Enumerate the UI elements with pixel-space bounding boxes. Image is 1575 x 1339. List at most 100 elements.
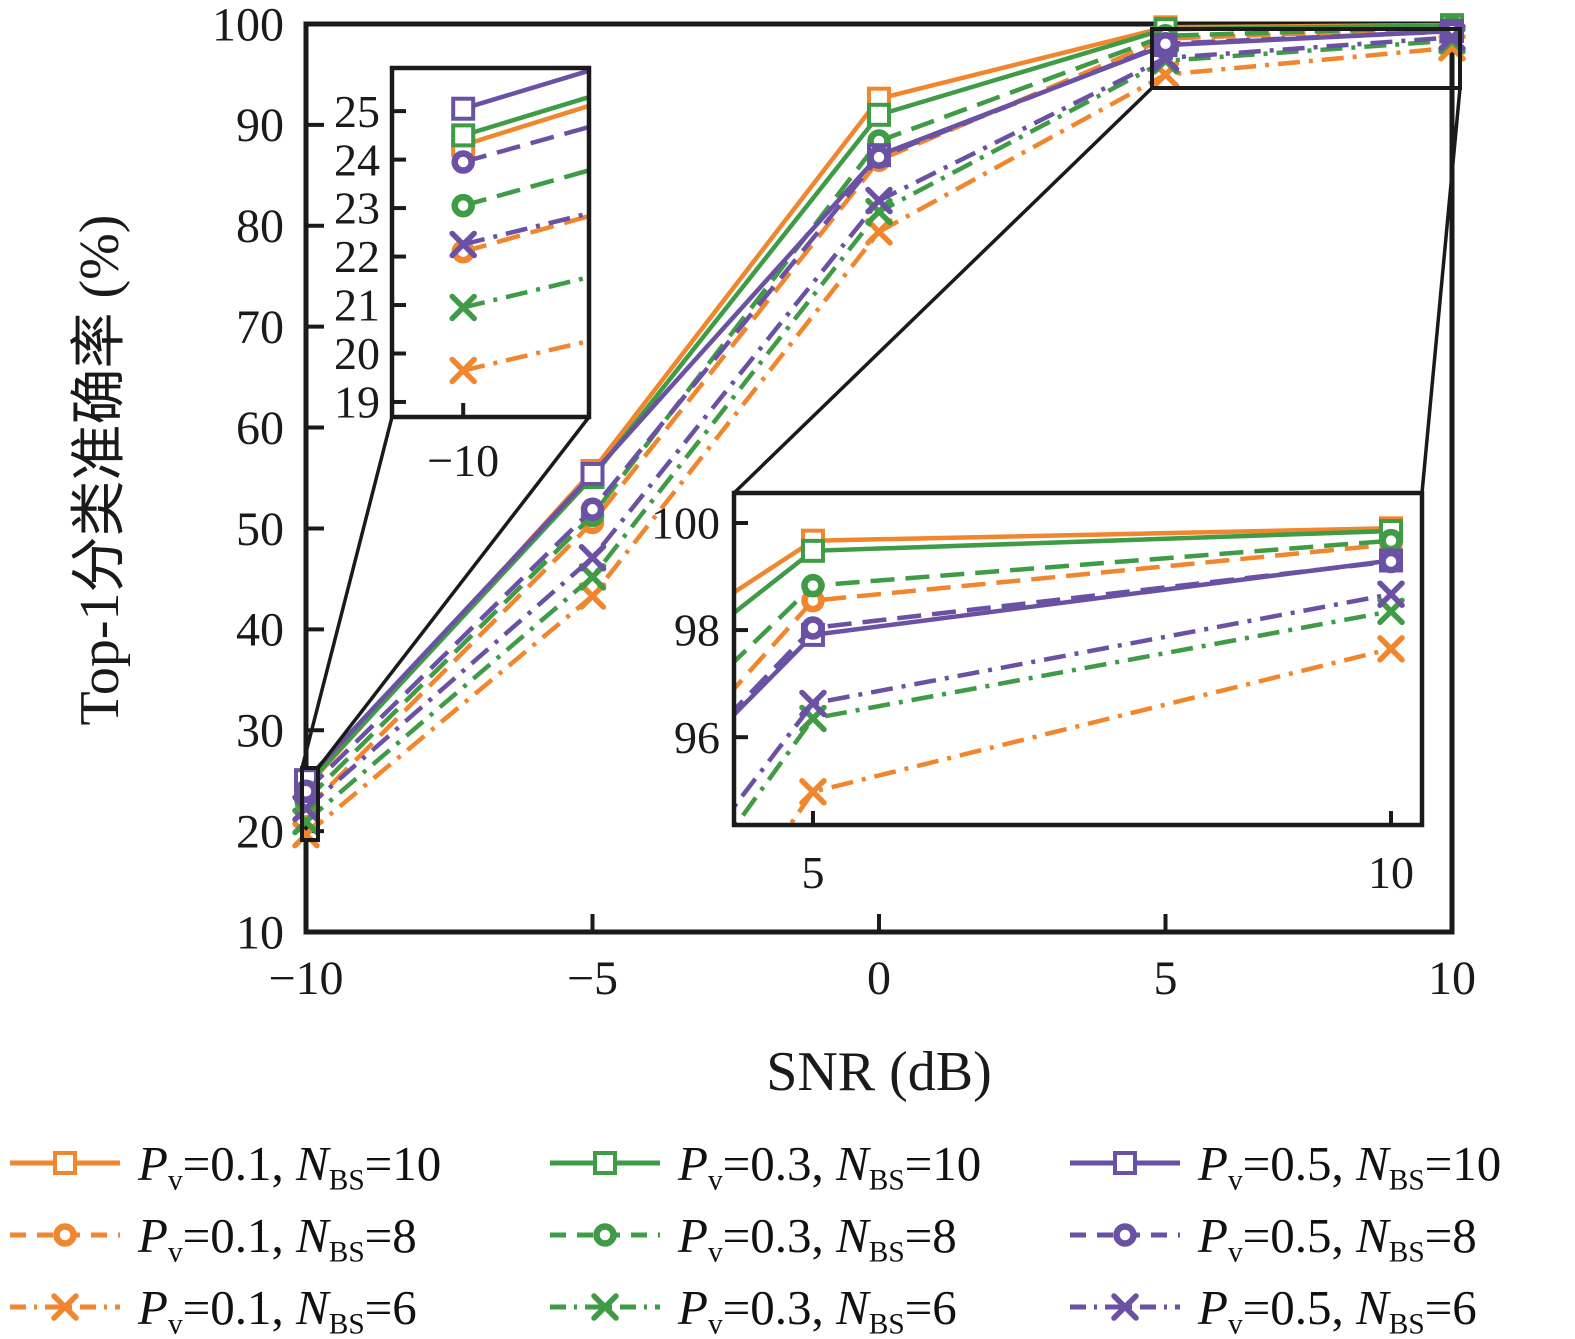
x-marker — [591, 1293, 619, 1321]
legend-item: Pv=0.5, NBS=8 — [1068, 1206, 1477, 1268]
legend-item: Pv=0.3, NBS=10 — [548, 1134, 981, 1195]
series-pv-0-1-nbs-6 — [787, 635, 1405, 825]
main-plot-area: −10 −5 0 5 10 10 20 30 40 50 60 70 80 90 100 — [212, 0, 1476, 1005]
y-tick-label: 98 — [674, 605, 720, 656]
circle-marker — [1379, 549, 1403, 574]
series-pv-0-3-nbs-6 — [449, 274, 589, 322]
legend-marker-sample — [550, 1293, 660, 1321]
series-line — [787, 646, 1392, 825]
x-tick-label: 10 — [1428, 952, 1476, 1005]
y-tick-label: 24 — [334, 134, 380, 185]
circle-marker — [1153, 32, 1178, 56]
legend-item: Pv=0.3, NBS=8 — [548, 1206, 957, 1268]
y-tick-label: 23 — [334, 183, 380, 234]
square-marker — [1113, 1151, 1137, 1175]
legend-item: Pv=0.1, NBS=6 — [8, 1278, 417, 1339]
series-pv-0-3-nbs-10 — [451, 94, 589, 148]
legend-label: Pv=0.1, NBS=6 — [138, 1279, 417, 1339]
legend-item: Pv=0.1, NBS=10 — [8, 1134, 442, 1196]
legend-label: Pv=0.5, NBS=6 — [1198, 1279, 1477, 1339]
legend-label: Pv=0.1, NBS=10 — [138, 1135, 442, 1196]
series-line — [462, 213, 589, 254]
legend-label: Pv=0.1, NBS=8 — [138, 1207, 417, 1268]
x-axis-label: SNR (dB) — [766, 1041, 992, 1103]
legend-marker-sample — [550, 1151, 660, 1175]
series-pv-0-5-nbs-8 — [734, 549, 1403, 714]
zoom-connector-line — [300, 416, 394, 769]
series-line — [734, 528, 1392, 616]
x-marker — [449, 356, 477, 385]
y-tick-label: 25 — [334, 86, 380, 137]
y-tick-label: 30 — [236, 705, 284, 758]
legend-marker-sample — [550, 1223, 660, 1247]
series-line — [734, 559, 1392, 714]
x-tick-label: 10 — [1368, 847, 1414, 898]
x-tick-label: −10 — [427, 435, 499, 486]
circle-marker — [580, 497, 605, 522]
y-tick-label: 80 — [236, 200, 284, 253]
series-line — [462, 338, 589, 373]
circle-marker — [593, 1223, 617, 1247]
series-pv-0-5-nbs-8 — [451, 124, 589, 174]
series-line — [734, 609, 1392, 825]
square-marker — [580, 461, 605, 486]
legend-marker-sample — [1070, 1223, 1180, 1247]
x-marker — [449, 230, 477, 259]
y-tick-label: 50 — [236, 503, 284, 556]
square-marker — [53, 1151, 77, 1175]
legend-marker-sample — [1070, 1151, 1180, 1175]
series-pv-0-1-nbs-6 — [449, 338, 589, 385]
series-line — [462, 94, 589, 138]
zoom-indicators — [300, 27, 1462, 842]
series-line — [734, 558, 1392, 718]
y-tick-label: 100 — [212, 0, 284, 51]
x-marker — [449, 293, 477, 322]
x-marker — [865, 186, 893, 215]
legend-label: Pv=0.3, NBS=8 — [678, 1207, 957, 1268]
series-line — [462, 211, 589, 247]
x-marker — [799, 778, 827, 806]
square-marker — [593, 1151, 617, 1175]
y-tick-label: 22 — [334, 231, 380, 282]
y-tick-label: 90 — [236, 99, 284, 152]
legend-item: Pv=0.3, NBS=6 — [548, 1278, 957, 1339]
series-pv-0-3-nbs-8 — [451, 168, 589, 218]
series-pv-0-5-nbs-6 — [734, 580, 1405, 811]
x-marker — [1377, 580, 1405, 608]
legend-item: Pv=0.5, NBS=10 — [1068, 1134, 1502, 1196]
legend-marker-sample — [10, 1151, 120, 1175]
circle-marker — [53, 1223, 77, 1247]
square-marker — [867, 102, 891, 127]
series-line — [734, 542, 1392, 693]
y-tick-label: 10 — [236, 906, 284, 959]
circle-marker — [1379, 528, 1403, 553]
circle-marker — [451, 150, 475, 174]
legend-marker-sample — [1070, 1293, 1180, 1321]
x-marker — [578, 582, 607, 610]
x-marker — [1111, 1293, 1139, 1321]
legend-label: Pv=0.5, NBS=10 — [1198, 1135, 1502, 1196]
legend-label: Pv=0.5, NBS=8 — [1198, 1207, 1477, 1268]
y-tick-label: 20 — [334, 328, 380, 379]
x-marker — [51, 1293, 79, 1321]
zoom-connector-line — [1420, 87, 1462, 494]
circle-marker — [867, 145, 891, 169]
series-line — [734, 591, 1392, 811]
circle-marker — [801, 616, 825, 640]
legend-label: Pv=0.3, NBS=6 — [678, 1279, 957, 1339]
zoom-connector-line — [732, 86, 1154, 495]
x-marker — [1377, 635, 1405, 663]
legend-marker-sample — [10, 1223, 120, 1247]
x-marker — [578, 543, 607, 572]
series-line — [462, 274, 589, 310]
x-tick-label: 5 — [1154, 952, 1178, 1005]
y-tick-label: 20 — [236, 805, 284, 858]
circle-marker — [1113, 1223, 1137, 1247]
x-tick-label: 5 — [801, 847, 824, 898]
x-tick-label: −10 — [268, 952, 343, 1005]
y-axis-label: Top-1分类准确率 (%) — [69, 215, 131, 726]
inset-background — [392, 68, 589, 417]
